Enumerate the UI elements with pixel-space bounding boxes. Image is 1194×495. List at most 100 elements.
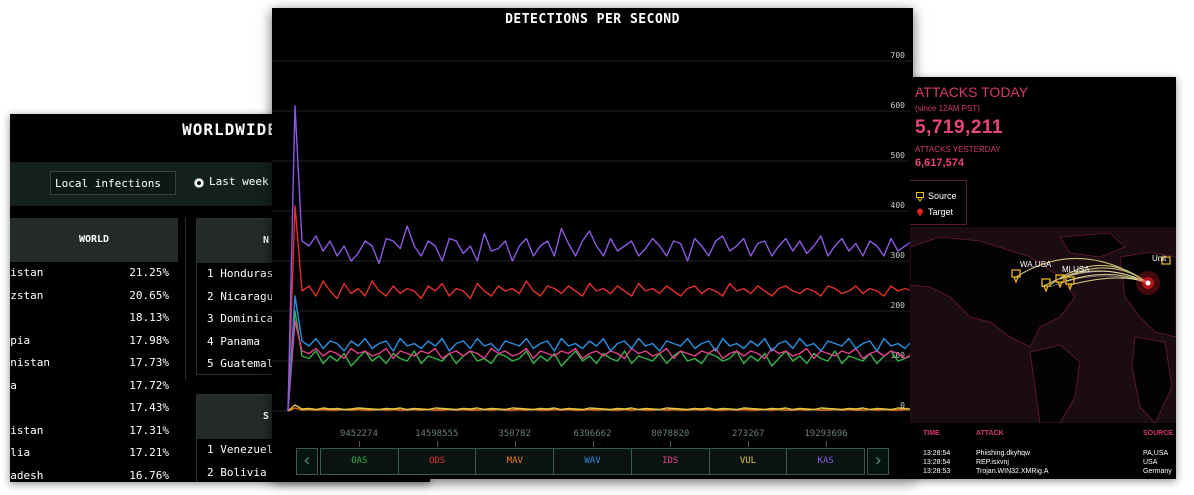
series-line-oas: [287, 310, 913, 412]
national-row: 2 Nicaragua: [207, 289, 280, 303]
infection-percent: 20.65%: [129, 288, 169, 302]
world-row: gladesh 16.76%: [10, 465, 178, 483]
legend-target: Target: [916, 207, 953, 218]
y-tick-label: 500: [891, 151, 906, 160]
source-marker-icon: [916, 191, 924, 202]
national-row: 4 Panama: [207, 334, 260, 348]
tab-count: 6396662: [573, 429, 612, 439]
y-tick-label: 700: [891, 51, 906, 60]
attack-row-time: 13:28:54: [923, 450, 951, 457]
attacks-since: (since 12AM PST): [915, 104, 980, 113]
world-row: al18.13%: [10, 307, 178, 330]
last-week-radio[interactable]: [194, 178, 204, 188]
world-row: ikistan 21.25%: [10, 262, 178, 285]
country-name: gyzstan: [10, 288, 44, 302]
tab-oas[interactable]: OAS: [320, 448, 399, 475]
count-tick: [436, 441, 438, 447]
map-label-wa: WA,USA: [1020, 260, 1052, 269]
country-name: nda: [10, 378, 17, 392]
worldwide-filter-bar: Local infections Last week: [10, 162, 430, 206]
infection-percent: 18.13%: [129, 311, 169, 324]
detections-chart: 0 100 200 300 400 500 600 700: [272, 51, 913, 412]
attack-row-source: PA,USA: [1143, 450, 1169, 457]
world-ranking-table: WORLD ikistan 21.25% gyzstan 20.65% al18.13%…: [10, 218, 178, 482]
attack-row-source: USA: [1143, 459, 1158, 466]
col-time-header: TIME: [923, 430, 940, 437]
infection-percent: 17.43%: [129, 401, 169, 414]
attack-row-attack: Trojan.WIN32.XMRig.A: [976, 468, 1049, 475]
y-tick-label: 200: [891, 301, 906, 310]
map-label-mi: MI,USA: [1062, 265, 1090, 274]
map-label-unit: Unit: [1152, 254, 1167, 263]
second-row: 2 Bolivia: [207, 465, 267, 479]
world-row: en17.43%: [10, 397, 178, 420]
attack-row-attack: REP.isxvnj: [976, 459, 1009, 466]
next-arrow-icon[interactable]: ›: [867, 448, 889, 475]
legend-target-label: Target: [928, 207, 954, 217]
count-tick: [826, 441, 828, 447]
country-name: gladesh: [10, 468, 44, 482]
infection-percent: 17.21%: [129, 446, 169, 459]
infection-percent: 17.73%: [129, 356, 169, 369]
count-tick: [592, 441, 594, 447]
tab-mav[interactable]: MAV: [476, 448, 555, 475]
national-row: 1 Honduras: [207, 267, 274, 280]
series-line-vul: [287, 404, 913, 412]
infection-percent: 16.76%: [129, 468, 169, 482]
attacks-panel: ATTACKS TODAY (since 12AM PST) 5,719,211…: [910, 77, 1176, 479]
country-name: hanistan: [10, 356, 50, 369]
infection-percent: 17.31%: [129, 423, 169, 437]
attack-row-source: Germany: [1143, 468, 1172, 475]
y-tick-label: 400: [891, 201, 906, 210]
infection-percent: 17.72%: [129, 378, 169, 392]
national-row: 3 Dominica: [207, 312, 274, 325]
tab-count: 273267: [731, 429, 765, 439]
country-name: iopia: [10, 333, 31, 347]
attacks-yesterday-count: 6,617,574: [915, 157, 964, 169]
attacks-count: 5,719,211: [915, 117, 1003, 138]
tab-vul[interactable]: VUL: [709, 448, 788, 475]
col-attack-header: ATTACK: [976, 430, 1004, 437]
country-name: golia: [10, 446, 31, 459]
col-source-header: SOURCE: [1143, 430, 1173, 437]
y-tick-label: 600: [891, 101, 906, 110]
target-marker-icon: [917, 208, 923, 217]
series-line-kas: [287, 105, 913, 412]
tab-ods[interactable]: ODS: [398, 448, 477, 475]
second-row: 1 Venezuel: [207, 443, 274, 456]
legend-source-label: Source: [928, 191, 957, 201]
attack-row-attack: Phiishing.dkyhqw: [976, 450, 1031, 457]
count-tick: [748, 441, 750, 447]
national-row: 5 Guatemal: [207, 357, 274, 370]
attacks-title: ATTACKS TODAY: [915, 84, 1029, 100]
tab-count: 9452274: [339, 429, 378, 439]
last-week-label: Last week: [209, 175, 269, 188]
detections-panel: 0 100 200 300 400 500 600 700 DETECTIONS PER SE…: [272, 8, 913, 479]
count-tick: [514, 441, 516, 447]
y-tick-label: 100: [891, 351, 906, 360]
count-tick: [358, 441, 360, 447]
attacks-yesterday-label: ATTACKS YESTERDAY: [915, 145, 1001, 154]
legend-source: Source: [916, 191, 957, 202]
infection-percent: 17.98%: [129, 333, 169, 347]
y-tick-label: 0: [900, 401, 905, 410]
country-name: ekistan: [10, 423, 44, 437]
count-tick: [670, 441, 672, 447]
attack-map[interactable]: WA,USA MI,USA Unit: [910, 227, 1176, 423]
series-line-ods: [287, 205, 913, 412]
tab-wav[interactable]: WAV: [554, 448, 632, 475]
attack-row-time: 13:28:53: [923, 468, 951, 475]
prev-arrow-icon[interactable]: ‹: [296, 448, 318, 475]
map-legend: Source Target: [910, 180, 967, 225]
tab-kas[interactable]: KAS: [787, 448, 866, 475]
local-infections-dropdown[interactable]: Local infections: [50, 171, 176, 195]
world-row: hanistan 17.73%: [10, 352, 178, 375]
tab-ids[interactable]: IDS: [631, 448, 710, 475]
tab-count: 350782: [498, 429, 531, 439]
attack-row-time: 13:28:54: [923, 459, 951, 466]
series-line-ids: [287, 320, 913, 412]
tab-count: 8078820: [651, 429, 690, 439]
world-row: nda 17.72%: [10, 375, 178, 398]
detections-tabbar: ‹ OAS ODS MAV WAV IDS VUL KAS ›: [296, 448, 889, 475]
world-row: gyzstan 20.65%: [10, 285, 178, 308]
